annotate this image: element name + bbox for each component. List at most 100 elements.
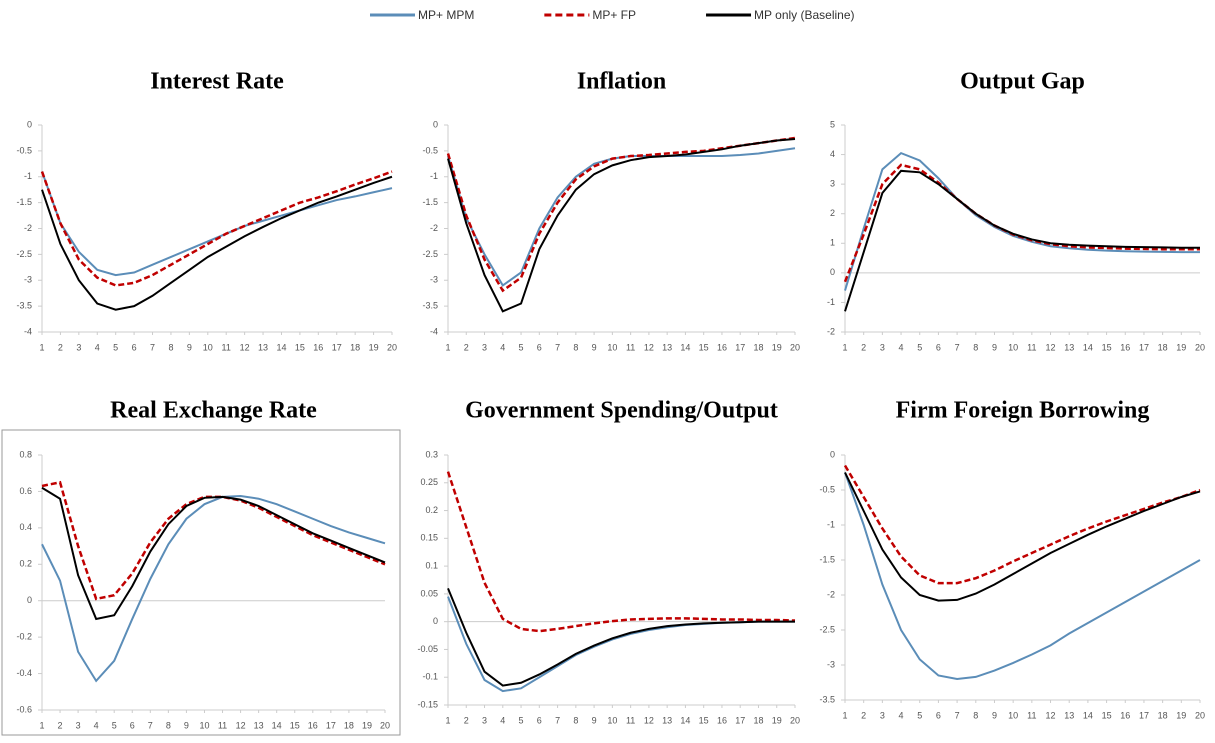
series-line — [40, 170, 393, 287]
panel-title: Inflation — [577, 69, 666, 95]
x-tick-label: 20 — [380, 720, 390, 730]
x-tick-label: 14 — [272, 720, 282, 730]
series-line — [844, 472, 1201, 681]
y-tick-label: -3 — [430, 275, 438, 285]
panel-title: Government Spending/Output — [465, 398, 778, 424]
x-tick-label: 11 — [218, 720, 227, 730]
y-tick-label: -2.5 — [819, 624, 835, 634]
x-tick-label: 12 — [644, 715, 654, 725]
y-tick-label: -0.15 — [417, 699, 438, 709]
x-tick-label: 4 — [500, 715, 505, 725]
x-tick-label: 9 — [592, 342, 597, 352]
series-line — [447, 587, 795, 687]
y-tick-label: -4 — [24, 326, 32, 336]
y-tick-label: -3.5 — [819, 694, 835, 704]
x-tick-label: 15 — [290, 720, 300, 730]
y-tick-label: 4 — [830, 149, 835, 159]
x-tick-label: 7 — [955, 342, 960, 352]
y-tick-label: -0.1 — [422, 672, 438, 682]
x-tick-label: 17 — [326, 720, 336, 730]
x-tick-label: 14 — [276, 342, 286, 352]
series-line — [447, 147, 796, 287]
series-line — [41, 171, 393, 277]
x-tick-label: 17 — [1139, 342, 1149, 352]
x-tick-label: 20 — [1195, 710, 1205, 720]
x-tick-label: 13 — [662, 342, 672, 352]
x-tick-label: 7 — [148, 720, 153, 730]
y-tick-label: 0 — [830, 449, 835, 459]
x-tick-label: 17 — [332, 342, 342, 352]
x-tick-label: 10 — [607, 342, 617, 352]
y-tick-label: 2 — [830, 208, 835, 218]
x-tick-label: 14 — [680, 715, 690, 725]
series-line — [41, 175, 393, 311]
x-tick-label: 8 — [573, 342, 578, 352]
y-tick-label: 0.6 — [19, 486, 32, 496]
x-tick-label: 7 — [555, 342, 560, 352]
x-tick-label: 5 — [519, 342, 524, 352]
x-tick-label: 6 — [537, 715, 542, 725]
x-tick-label: 2 — [861, 342, 866, 352]
y-tick-label: 0.3 — [425, 449, 438, 459]
x-tick-label: 3 — [482, 342, 487, 352]
x-tick-label: 17 — [735, 715, 745, 725]
y-tick-label: 0.2 — [19, 559, 32, 569]
y-tick-label: 0.15 — [420, 533, 438, 543]
x-tick-label: 11 — [1027, 710, 1036, 720]
x-tick-label: 16 — [717, 715, 727, 725]
x-tick-label: 5 — [519, 715, 524, 725]
y-tick-label: -4 — [430, 326, 438, 336]
panel: Real Exchange Rate -0.6 -0.4 -0.2 0 0.2 0.4 0.6… — [1, 398, 401, 736]
x-tick-label: 12 — [644, 342, 654, 352]
x-tick-label: 1 — [842, 342, 847, 352]
x-tick-label: 20 — [790, 715, 800, 725]
y-tick-label: -0.6 — [16, 704, 32, 714]
x-tick-label: 10 — [203, 342, 213, 352]
x-tick-label: 8 — [973, 710, 978, 720]
x-tick-label: 1 — [39, 342, 44, 352]
y-tick-label: -2 — [827, 326, 835, 336]
legend-label: MP+ MPM — [418, 8, 474, 22]
x-tick-label: 16 — [1120, 710, 1130, 720]
x-tick-label: 19 — [1176, 342, 1186, 352]
legend-label: MP only (Baseline) — [754, 8, 855, 22]
x-tick-label: 14 — [680, 342, 690, 352]
y-tick-label: -0.2 — [16, 632, 32, 642]
x-tick-label: 2 — [464, 715, 469, 725]
x-tick-label: 16 — [717, 342, 727, 352]
y-tick-label: -3.5 — [16, 301, 32, 311]
x-tick-label: 3 — [76, 342, 81, 352]
y-tick-label: -0.05 — [417, 644, 438, 654]
x-tick-label: 9 — [992, 710, 997, 720]
x-tick-label: 11 — [222, 342, 231, 352]
panel: Firm Foreign Borrowing -3.5 -3 -2.5 -2 -1.5 -1… — [819, 398, 1205, 721]
x-tick-label: 3 — [482, 715, 487, 725]
x-tick-label: 6 — [132, 342, 137, 352]
panel-title: Firm Foreign Borrowing — [896, 398, 1150, 424]
panel-frame — [1, 429, 401, 736]
x-tick-label: 6 — [936, 710, 941, 720]
x-tick-label: 5 — [917, 342, 922, 352]
x-tick-label: 13 — [254, 720, 264, 730]
x-tick-label: 20 — [387, 342, 397, 352]
x-tick-label: 7 — [150, 342, 155, 352]
y-tick-label: -1 — [827, 519, 835, 529]
x-tick-label: 18 — [753, 715, 763, 725]
series-line — [843, 163, 1200, 283]
x-tick-label: 3 — [880, 342, 885, 352]
y-tick-label: 0.4 — [19, 522, 32, 532]
y-tick-label: -3 — [827, 659, 835, 669]
x-tick-label: 6 — [130, 720, 135, 730]
x-tick-label: 19 — [772, 342, 782, 352]
panel-title: Output Gap — [960, 69, 1085, 95]
x-tick-label: 9 — [184, 720, 189, 730]
x-tick-label: 10 — [607, 715, 617, 725]
x-tick-label: 11 — [1027, 342, 1036, 352]
x-tick-label: 9 — [187, 342, 192, 352]
x-tick-label: 9 — [592, 715, 597, 725]
x-tick-label: 4 — [899, 710, 904, 720]
y-tick-label: 0.1 — [425, 560, 438, 570]
x-tick-label: 13 — [258, 342, 268, 352]
